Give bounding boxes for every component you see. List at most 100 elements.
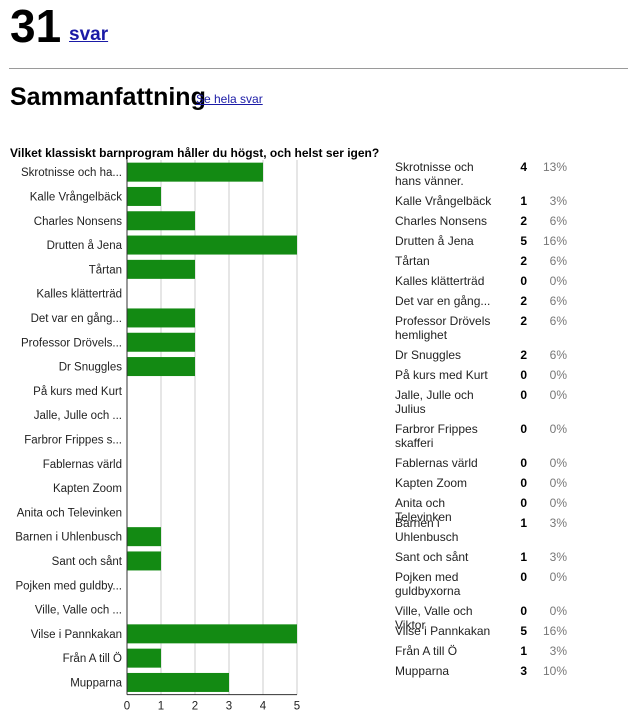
stats-row: Mupparna 3 10% (395, 662, 625, 682)
stats-count: 0 (520, 368, 527, 382)
stats-row: Från A till Ö 1 3% (395, 642, 625, 662)
category-label: Kapten Zoom (53, 483, 122, 495)
stats-option-name: Vilse i Pannkakan (395, 624, 491, 638)
bar (127, 624, 297, 644)
stats-row: Charles Nonsens 2 6% (395, 212, 625, 232)
bar (127, 211, 195, 231)
stats-row: Tårtan 2 6% (395, 252, 625, 272)
stats-row: Professor Drövels hemlighet 2 6% (395, 312, 625, 346)
question-title: Vilket klassiskt barnprogram håller du h… (10, 146, 380, 160)
category-label: Från A till Ö (63, 653, 122, 665)
stats-option-name: Charles Nonsens (395, 214, 488, 228)
category-label: Barnen i Uhlenbusch (15, 532, 122, 544)
category-label: Skrotnisse och ha... (21, 167, 122, 179)
stats-option-name: Från A till Ö (395, 644, 458, 658)
stats-count: 3 (520, 664, 527, 678)
category-label: Det var en gång... (31, 313, 122, 325)
stats-option-name: Det var en gång... (395, 294, 491, 308)
stats-count: 1 (520, 644, 527, 658)
stats-option-name: Drutten å Jena (395, 234, 474, 248)
divider (9, 68, 628, 69)
bar (127, 551, 161, 571)
stats-percent: 0% (549, 476, 567, 490)
see-all-responses-link[interactable]: Se hela svar (196, 92, 263, 106)
stats-count: 0 (520, 476, 527, 490)
stats-percent: 0% (549, 496, 567, 510)
bar (127, 332, 195, 352)
stats-option-name: Skrotnisse och hans vänner. (395, 160, 474, 188)
stats-percent: 0% (549, 456, 567, 470)
category-label: Sant och sånt (52, 556, 123, 568)
stats-row: Vilse i Pannkakan 5 16% (395, 622, 625, 642)
stats-percent: 16% (542, 624, 567, 638)
stats-option-name: På kurs med Kurt (395, 368, 488, 382)
stats-row: Kalle Vrångelbäck 1 3% (395, 192, 625, 212)
category-label: Ville, Valle och ... (35, 605, 122, 617)
stats-row: Skrotnisse och hans vänner. 4 13% (395, 158, 625, 192)
stats-count: 2 (520, 348, 527, 362)
stats-percent: 10% (542, 664, 567, 678)
stats-row: Farbror Frippes skafferi 0 0% (395, 420, 625, 454)
stats-row: Barnen i Uhlenbusch 1 3% (395, 514, 625, 548)
stats-row: Kalles klätterträd 0 0% (395, 272, 625, 292)
stats-row: Pojken med guldbyxorna 0 0% (395, 568, 625, 602)
category-label: Kalle Vrångelbäck (30, 191, 123, 203)
category-label: Professor Drövels... (21, 337, 122, 349)
stats-option-name: Kapten Zoom (395, 476, 468, 490)
stats-percent: 0% (549, 388, 567, 402)
stats-count: 0 (520, 388, 527, 402)
bar (127, 527, 161, 547)
stats-percent: 0% (549, 368, 567, 382)
responses-link[interactable]: svar (69, 24, 109, 45)
bar (127, 357, 195, 377)
bar (127, 308, 195, 328)
page-title: Sammanfattning (10, 83, 206, 111)
stats-count: 5 (520, 234, 527, 248)
stats-percent: 0% (549, 604, 567, 618)
stats-option-name: Sant och sånt (395, 550, 469, 564)
stats-percent: 3% (549, 550, 567, 564)
stats-percent: 0% (549, 570, 567, 584)
category-label: Tårtan (89, 264, 122, 276)
category-label: På kurs med Kurt (33, 386, 123, 398)
stats-row: Fablernas värld 0 0% (395, 454, 625, 474)
stats-percent: 6% (549, 348, 567, 362)
stats-option-name: Farbror Frippes skafferi (395, 422, 478, 450)
category-label: Pojken med guldby... (15, 580, 122, 592)
stats-option-name: Tårtan (395, 254, 430, 268)
x-tick-label: 0 (124, 701, 130, 713)
x-tick-label: 1 (158, 701, 164, 713)
x-tick-label: 3 (226, 701, 232, 713)
stats-percent: 0% (549, 274, 567, 288)
stats-percent: 0% (549, 422, 567, 436)
stats-option-name: Dr Snuggles (395, 348, 462, 362)
stats-row: Dr Snuggles 2 6% (395, 346, 625, 366)
stats-count: 0 (520, 456, 527, 470)
stats-percent: 6% (549, 294, 567, 308)
stats-row: Jalle, Julle och Julius 0 0% (395, 386, 625, 420)
category-label: Anita och Televinken (17, 507, 122, 519)
stats-percent: 3% (549, 516, 567, 530)
stats-percent: 3% (549, 194, 567, 208)
stats-count: 1 (520, 194, 527, 208)
stats-percent: 6% (549, 314, 567, 328)
stats-option-name: Ville, Valle och Viktor (395, 604, 473, 632)
stats-percent: 6% (549, 254, 567, 268)
stats-option-name: Barnen i Uhlenbusch (395, 516, 459, 544)
stats-count: 2 (520, 294, 527, 308)
stats-percent: 3% (549, 644, 567, 658)
stats-count: 2 (520, 214, 527, 228)
stats-count: 1 (520, 516, 527, 530)
stats-option-name: Fablernas värld (395, 456, 478, 470)
stats-count: 5 (520, 624, 527, 638)
stats-row: Sant och sånt 1 3% (395, 548, 625, 568)
stats-option-name: Anita och Televinken (395, 496, 452, 524)
stats-row: Drutten å Jena 5 16% (395, 232, 625, 252)
stats-count: 2 (520, 314, 527, 328)
stats-row: Det var en gång... 2 6% (395, 292, 625, 312)
stats-row: Ville, Valle och Viktor 0 0% (395, 602, 625, 632)
category-label: Jalle, Julle och ... (34, 410, 122, 422)
category-label: Mupparna (70, 677, 122, 689)
stats-count: 1 (520, 550, 527, 564)
stats-count: 0 (520, 570, 527, 584)
